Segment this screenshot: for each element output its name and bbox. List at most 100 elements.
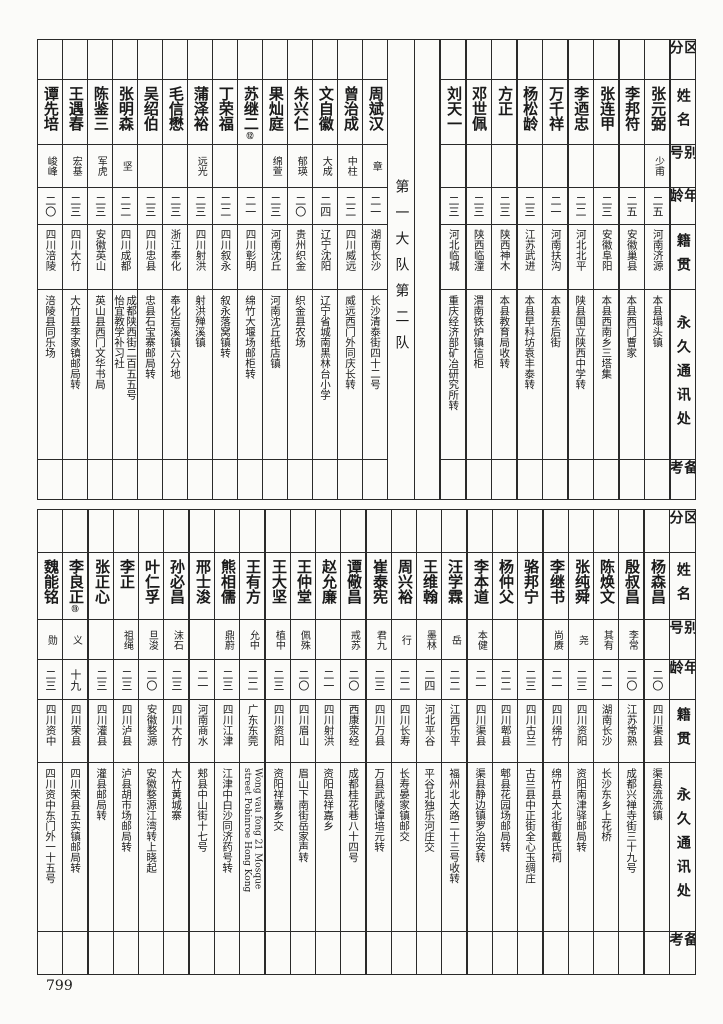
category-cell [262, 39, 288, 80]
age-cell: 二二 [212, 187, 238, 225]
alias-cell [542, 144, 569, 188]
address-text: 忠县石宝寨邮局转 [144, 295, 157, 379]
age-cell: 二三 [87, 187, 113, 225]
name-text: 谭先培 [41, 86, 60, 131]
address-cell: 郫县花园场邮局转 [492, 762, 519, 932]
origin-cell: 四川彰明 [237, 224, 263, 290]
category-cell [162, 39, 188, 80]
address-cell: 本县塌头镇 [644, 289, 671, 460]
origin-cell: 四川射洪 [315, 699, 342, 763]
name-cell: 李本道 [467, 552, 494, 620]
name-cell: 果灿庭 [262, 79, 288, 145]
age-cell: 二三 [187, 187, 213, 225]
address-text: 辽宁省城南黑林台小学 [319, 295, 332, 400]
alias-cell [162, 144, 188, 188]
alias-cell: 鼎蔚 [214, 619, 241, 660]
origin-text: 四川郫县 [499, 704, 512, 746]
age-cell: 二一 [542, 187, 569, 225]
origin-cell: 四川威远 [337, 224, 363, 290]
alias-text: 坚 [120, 161, 132, 171]
address-cell: 大竹县李家镇邮局转 [62, 289, 88, 460]
remarks-cell [492, 931, 519, 975]
alias-cell: 李常 [618, 619, 645, 660]
age-cell: 二三 [517, 659, 544, 700]
remarks-cell [618, 459, 645, 500]
address-cell: 成都兴禅寺街三十九号 [618, 762, 645, 932]
alias-cell [492, 619, 519, 660]
name-cell: 王遇春 [62, 79, 88, 145]
name-cell: 陈鉴三 [87, 79, 113, 145]
address-text: 郫县花园场邮局转 [499, 768, 512, 852]
alias-cell: 沫石 [163, 619, 190, 660]
row-label-text: 姓名 [674, 88, 691, 136]
age-text: 二三 [268, 195, 282, 217]
origin-cell: 四川涪陵 [37, 224, 63, 290]
category-cell [112, 39, 138, 80]
alias-cell: 行 [391, 619, 418, 660]
origin-cell: 安徽婺源 [138, 699, 165, 763]
address-text: 射洪殚溪镇 [194, 295, 207, 348]
address-cell: 织金县农场 [287, 289, 313, 460]
origin-cell: 四川灌县 [88, 699, 115, 763]
origin-text: 四川渠县 [651, 704, 664, 746]
name-cell: 周兴裕 [391, 552, 418, 620]
row-label-text: 永久通讯处 [674, 314, 691, 435]
remarks-cell [137, 459, 163, 500]
name-cell: 张明森 [112, 79, 138, 145]
remarks-cell [337, 459, 363, 500]
name-text: 方正 [496, 86, 515, 116]
category-cell [239, 509, 266, 553]
age-text: 二三 [574, 668, 588, 691]
address-cell: 古兰县中正街全心玉绸庄 [517, 762, 544, 932]
address-text: 织金县农场 [294, 295, 307, 348]
remarks-cell [543, 931, 570, 975]
address-cell: 成都桂花巷八十四号 [340, 762, 367, 932]
address-cell: 渠县静边镇罗治安转 [467, 762, 494, 932]
address-text: 长寿晏家镇邮交 [398, 768, 411, 842]
name-text: 殷叔昌 [623, 559, 642, 604]
alias-cell: 宏基 [62, 144, 88, 188]
age-cell: 二三 [88, 659, 115, 700]
address-text: 本县东后街 [549, 295, 562, 348]
age-cell: 二〇 [340, 659, 367, 700]
alias-text: 沫石 [171, 629, 183, 650]
address-text: 平谷北独乐河庄交 [423, 768, 436, 852]
origin-cell: 江苏武进 [516, 224, 543, 290]
origin-text: 四川江津 [221, 704, 234, 746]
name-cell: 李迺忠 [567, 79, 594, 145]
alias-text: 岳 [449, 634, 461, 645]
alias-cell: 植中 [265, 619, 292, 660]
category-cell [87, 39, 113, 80]
name-text: 李继书 [548, 559, 567, 604]
age-cell: 二〇 [644, 659, 671, 700]
age-text: 二二 [498, 668, 512, 691]
origin-cell: 四川渠县 [644, 699, 671, 763]
address-text: 奉化岩溪镇六分地 [169, 295, 182, 379]
origin-text: 四川资阳 [575, 704, 588, 746]
name-cell: 张元弼 [644, 79, 671, 145]
remarks-cell [593, 931, 620, 975]
address-cell: 渠县流流镇 [644, 762, 671, 932]
age-text: 二三 [93, 195, 107, 217]
origin-text: 四川荣县 [69, 704, 82, 746]
name-cell: 李良正 ⑬ [62, 552, 89, 620]
name-text: 谭儆昌 [345, 559, 364, 604]
origin-text: 四川渠县 [474, 704, 487, 746]
address-cell: 涪陵县同乐场 [37, 289, 63, 460]
origin-cell: 四川资阳 [568, 699, 595, 763]
origin-cell: 四川万县 [366, 699, 393, 763]
remarks-cell [212, 459, 238, 500]
remarks-cell [593, 459, 620, 500]
category-cell [491, 39, 518, 80]
origin-text: 安徽英山 [94, 229, 107, 271]
category-cell [214, 509, 241, 553]
address-text: 陕县国立陕西中学转 [574, 295, 587, 390]
row-label: 籍贯 [669, 699, 696, 763]
address-cell: 平谷北独乐河庄交 [416, 762, 443, 932]
page-number: 799 [46, 978, 73, 994]
remarks-cell [568, 931, 595, 975]
address-text: 绵竹县大北街戴氏祠 [550, 768, 563, 863]
category-cell [287, 39, 313, 80]
name-text: 刘天一 [445, 86, 464, 131]
address-cell: 忠县石宝寨邮局转 [137, 289, 163, 460]
